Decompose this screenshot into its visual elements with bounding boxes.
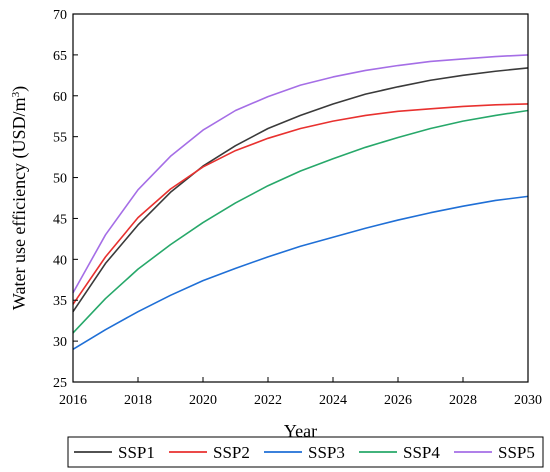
y-axis-title-main: Water use efficiency (USD/m xyxy=(9,97,30,310)
legend-label-ssp4: SSP4 xyxy=(403,443,440,462)
x-tick-label: 2028 xyxy=(449,393,477,408)
legend-label-ssp5: SSP5 xyxy=(498,443,535,462)
series-line-ssp5 xyxy=(72,54,529,294)
series-line-ssp3 xyxy=(72,195,529,350)
x-tick-label: 2030 xyxy=(514,393,542,408)
axes: 2016 2018 2020 2022 2024 2026 2028 2030 25 30 35 40… xyxy=(53,8,542,408)
series-line-ssp4 xyxy=(72,109,529,334)
x-tick-label: 2022 xyxy=(254,393,282,408)
y-tick-label: 35 xyxy=(53,294,67,309)
x-axis-title: Year xyxy=(284,421,317,441)
x-tick-label: 2020 xyxy=(189,393,217,408)
legend: SSP1 SSP2 SSP3 SSP4 SSP5 xyxy=(67,436,544,468)
x-tick-label: 2026 xyxy=(384,393,412,408)
y-tick-label: 70 xyxy=(53,8,67,23)
x-tick-label: 2024 xyxy=(319,393,347,408)
plot-area xyxy=(72,54,529,350)
series-line-ssp1 xyxy=(72,67,529,313)
y-axis-title-superscript: 3 xyxy=(10,91,22,97)
legend-label-ssp2: SSP2 xyxy=(213,443,250,462)
x-tick-label: 2018 xyxy=(124,393,152,408)
y-tick-label: 65 xyxy=(53,49,67,64)
y-axis-title: Water use efficiency (USD/m3) xyxy=(9,86,30,310)
series-line-ssp2 xyxy=(72,103,529,305)
y-tick-label: 40 xyxy=(53,253,67,268)
legend-label-ssp3: SSP3 xyxy=(308,443,345,462)
x-tick-label: 2016 xyxy=(59,393,87,408)
plot-frame xyxy=(72,13,529,383)
y-tick-label: 50 xyxy=(53,172,67,187)
y-tick-label: 30 xyxy=(53,335,67,350)
legend-label-ssp1: SSP1 xyxy=(118,443,155,462)
y-tick-label: 25 xyxy=(53,376,67,391)
y-tick-label: 60 xyxy=(53,90,67,105)
y-tick-label: 55 xyxy=(53,131,67,146)
y-axis-title-close: ) xyxy=(9,86,30,92)
y-tick-label: 45 xyxy=(53,212,67,227)
